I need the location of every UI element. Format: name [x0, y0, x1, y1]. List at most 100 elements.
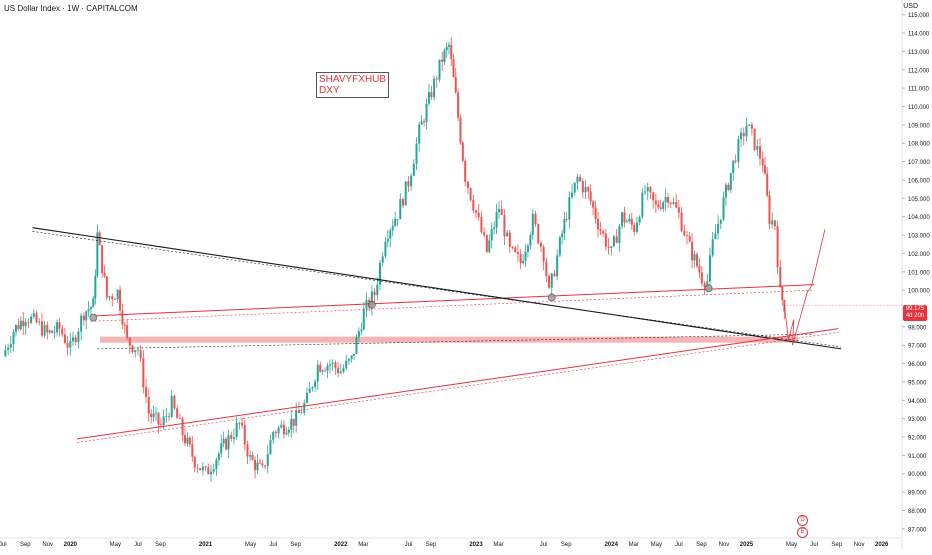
candle-body	[66, 343, 69, 348]
candle-body	[201, 466, 204, 471]
candle-body	[222, 438, 225, 444]
candle-body	[186, 437, 189, 444]
candle-body	[779, 266, 782, 288]
candle-body	[466, 181, 469, 189]
candle-body	[178, 418, 181, 419]
candle-body	[136, 349, 139, 351]
candle-body	[596, 218, 599, 230]
candle-body	[241, 422, 244, 426]
y-tick-label: 106.000	[908, 178, 930, 184]
candle-body	[534, 213, 537, 225]
earnings-icon[interactable]: E	[797, 527, 808, 538]
author-tag: SHAVYFXHUB DXY	[316, 72, 390, 98]
dividend-icon[interactable]: D	[797, 515, 808, 526]
candle-body	[459, 117, 462, 143]
candle-body	[370, 291, 373, 308]
candle-body	[659, 207, 662, 209]
candle-body	[145, 387, 148, 398]
candle-body	[625, 221, 628, 223]
candle-body	[441, 59, 444, 62]
candle-body	[542, 246, 545, 262]
candle-body	[105, 276, 108, 298]
candle-body	[579, 176, 582, 182]
candle-body	[561, 233, 564, 238]
candle-body	[94, 275, 97, 299]
candle-body	[217, 453, 220, 460]
candle-body	[503, 215, 506, 237]
candle-body	[30, 316, 33, 323]
candle-body	[300, 412, 303, 414]
y-tick-label: 96.000	[908, 362, 927, 368]
candle-body	[759, 146, 762, 159]
candle-body	[303, 402, 306, 413]
candle-body	[207, 467, 210, 475]
candle-body	[430, 92, 433, 98]
y-tick-label: 97.000	[908, 344, 927, 350]
candle-body	[771, 220, 774, 225]
candle-body	[384, 241, 387, 257]
candle-body	[53, 332, 56, 334]
y-tick-label: 89.000	[908, 491, 927, 497]
candle-body	[545, 261, 548, 276]
candle-body	[7, 347, 10, 350]
candle-body	[212, 469, 215, 472]
candle-body	[373, 291, 376, 296]
candle-body	[719, 219, 722, 224]
x-tick-label: Sep	[290, 542, 301, 548]
x-tick-label: Sep	[155, 542, 166, 548]
x-tick-label: Jul	[675, 542, 683, 548]
candle-body	[508, 232, 511, 247]
candle-body	[87, 309, 90, 312]
downtrend-line-dashed	[32, 231, 842, 348]
candle-body	[399, 199, 402, 220]
y-tick-label: 92.000	[908, 436, 927, 442]
touch-marker	[367, 300, 376, 309]
candle-body	[628, 218, 631, 222]
candle-body	[19, 320, 22, 330]
x-tick-label: 2023	[469, 542, 483, 548]
candle-body	[22, 320, 25, 327]
candle-body	[209, 471, 212, 475]
candle-body	[698, 266, 701, 273]
candle-body	[592, 201, 595, 208]
candle-body	[176, 408, 179, 419]
candle-body	[116, 289, 119, 300]
candle-body	[350, 355, 353, 359]
y-tick-label: 108.000	[908, 142, 930, 148]
candle-body	[766, 173, 769, 196]
x-tick-label: 2024	[605, 542, 619, 548]
candle-body	[664, 196, 667, 203]
y-tick-label: 88.000	[908, 509, 927, 515]
candle-body	[287, 429, 290, 433]
candle-body	[159, 424, 162, 426]
candles	[4, 37, 786, 482]
candle-body	[230, 435, 233, 439]
candle-body	[308, 388, 311, 393]
candle-body	[581, 181, 584, 193]
candle-body	[750, 124, 753, 129]
x-tick-label: 2026	[875, 542, 889, 548]
candle-body	[734, 160, 737, 162]
candle-body	[103, 273, 106, 277]
candle-body	[516, 252, 519, 255]
y-tick-label: 111.000	[908, 87, 929, 93]
candle-body	[266, 454, 269, 467]
candle-body	[443, 50, 446, 62]
candle-body	[483, 232, 486, 236]
candle-body	[490, 229, 493, 241]
candle-body	[768, 195, 771, 225]
candle-body	[254, 459, 257, 471]
y-tick-label: 95.000	[908, 380, 927, 386]
candle-body	[675, 202, 678, 208]
x-tick-label: Mar	[358, 542, 368, 548]
candle-body	[410, 175, 413, 187]
candle-body	[529, 235, 532, 246]
candle-body	[558, 237, 561, 256]
rising-trendline-dashed	[77, 332, 839, 443]
candle-body	[181, 418, 184, 436]
candle-body	[227, 435, 230, 450]
x-tick-label: Jul	[134, 542, 142, 548]
x-tick-label: Nov	[719, 542, 730, 548]
currency-label: USD	[903, 3, 918, 10]
